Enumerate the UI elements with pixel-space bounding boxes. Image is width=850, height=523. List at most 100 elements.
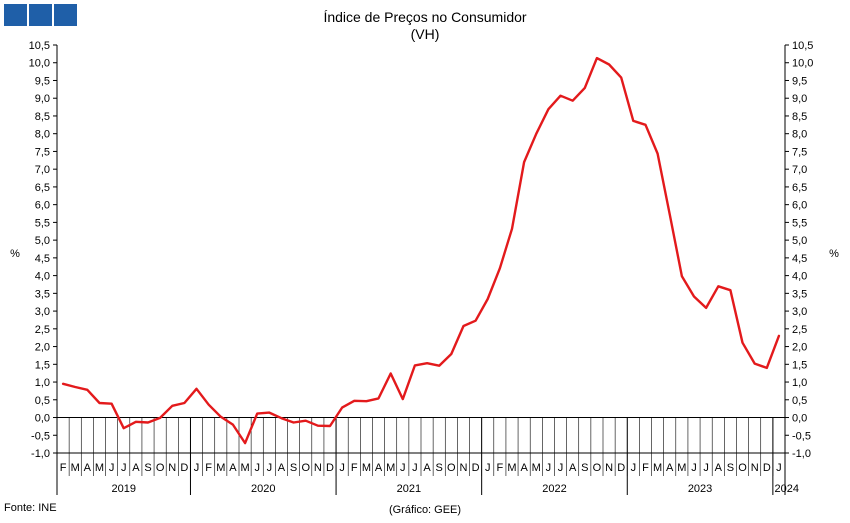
y-tick-label-left: 7,0 — [35, 164, 50, 176]
y-tick-label-right: 9,5 — [792, 75, 807, 87]
y-tick-label-left: 6,5 — [35, 182, 50, 194]
month-label: J — [558, 462, 564, 474]
y-tick-label-left: 2,5 — [35, 324, 50, 336]
y-tick-label-left: 3,0 — [35, 306, 50, 318]
y-tick-label-right: 3,0 — [792, 306, 807, 318]
month-label: D — [180, 462, 188, 474]
y-tick-label-left: 10,0 — [29, 58, 50, 70]
month-label: M — [507, 462, 516, 474]
y-tick-label-right: 2,5 — [792, 324, 807, 336]
y-axis-label-left: % — [10, 248, 20, 260]
month-label: J — [254, 462, 260, 474]
month-label: F — [496, 462, 503, 474]
month-label: J — [546, 462, 552, 474]
month-label: A — [715, 462, 723, 474]
month-label: J — [703, 462, 709, 474]
month-label: N — [314, 462, 322, 474]
month-label: M — [386, 462, 395, 474]
y-tick-label-right: -1,0 — [792, 448, 811, 460]
month-label: O — [156, 462, 165, 474]
month-label: J — [121, 462, 127, 474]
logo-square — [54, 4, 77, 26]
month-label: J — [109, 462, 115, 474]
month-label: D — [326, 462, 334, 474]
month-label: N — [168, 462, 176, 474]
month-label: N — [751, 462, 759, 474]
y-tick-label-left: 1,5 — [35, 359, 50, 371]
y-tick-label-left: 8,0 — [35, 129, 50, 141]
month-label: O — [738, 462, 747, 474]
month-label: S — [581, 462, 588, 474]
month-label: A — [132, 462, 140, 474]
y-tick-label-left: 8,5 — [35, 111, 50, 123]
month-label: A — [666, 462, 674, 474]
month-label: A — [423, 462, 431, 474]
y-tick-label-right: 1,5 — [792, 359, 807, 371]
y-tick-label-right: 8,5 — [792, 111, 807, 123]
y-tick-label-left: -0,5 — [31, 430, 50, 442]
month-label: F — [60, 462, 67, 474]
y-tick-label-left: 6,0 — [35, 200, 50, 212]
year-label: 2021 — [397, 483, 421, 495]
month-label: M — [71, 462, 80, 474]
year-label: 2022 — [542, 483, 566, 495]
y-tick-label-right: -0,5 — [792, 430, 811, 442]
logo-square — [4, 4, 27, 26]
month-label: S — [290, 462, 297, 474]
y-tick-label-right: 3,5 — [792, 288, 807, 300]
y-tick-label-left: 2,0 — [35, 342, 50, 354]
y-axis-label-right: % — [829, 248, 839, 260]
month-label: D — [472, 462, 480, 474]
series-line — [61, 56, 781, 445]
y-tick-label-right: 10,0 — [792, 58, 813, 70]
month-label: A — [569, 462, 577, 474]
month-label: S — [144, 462, 151, 474]
month-label: M — [362, 462, 371, 474]
y-tick-label-right: 4,0 — [792, 271, 807, 283]
month-label: A — [375, 462, 383, 474]
month-label: M — [677, 462, 686, 474]
month-label: D — [763, 462, 771, 474]
month-label: N — [605, 462, 613, 474]
year-label: 2020 — [251, 483, 275, 495]
logo-square — [29, 4, 52, 26]
month-label: J — [691, 462, 697, 474]
chart-credit: (Gráfico: GEE) — [388, 504, 462, 516]
month-label: A — [84, 462, 92, 474]
month-label: J — [412, 462, 418, 474]
y-tick-label-right: 5,0 — [792, 235, 807, 247]
y-tick-label-left: -1,0 — [31, 448, 50, 460]
y-tick-label-left: 5,5 — [35, 217, 50, 229]
y-tick-label-right: 2,0 — [792, 342, 807, 354]
y-tick-label-right: 1,0 — [792, 377, 807, 389]
month-label: A — [278, 462, 286, 474]
month-label: S — [727, 462, 734, 474]
month-label: O — [593, 462, 602, 474]
month-label: M — [532, 462, 541, 474]
month-label: M — [240, 462, 249, 474]
y-tick-label-left: 0,0 — [35, 413, 50, 425]
y-tick-label-left: 4,0 — [35, 271, 50, 283]
y-tick-label-right: 0,5 — [792, 395, 807, 407]
month-label: J — [776, 462, 782, 474]
y-tick-label-right: 5,5 — [792, 217, 807, 229]
y-tick-label-right: 10,5 — [792, 40, 813, 52]
month-label: S — [436, 462, 443, 474]
month-label: M — [653, 462, 662, 474]
y-tick-label-right: 4,5 — [792, 253, 807, 265]
y-tick-label-right: 7,5 — [792, 146, 807, 158]
month-label: M — [95, 462, 104, 474]
y-tick-label-right: 7,0 — [792, 164, 807, 176]
month-label: J — [267, 462, 273, 474]
month-label: J — [194, 462, 200, 474]
y-tick-label-left: 7,5 — [35, 146, 50, 158]
month-label: M — [216, 462, 225, 474]
source-note: Fonte: INE — [4, 502, 57, 514]
y-tick-label-right: 9,0 — [792, 93, 807, 105]
month-label: D — [617, 462, 625, 474]
y-tick-label-left: 3,5 — [35, 288, 50, 300]
month-label: A — [229, 462, 237, 474]
month-label: J — [631, 462, 637, 474]
month-label: F — [351, 462, 358, 474]
